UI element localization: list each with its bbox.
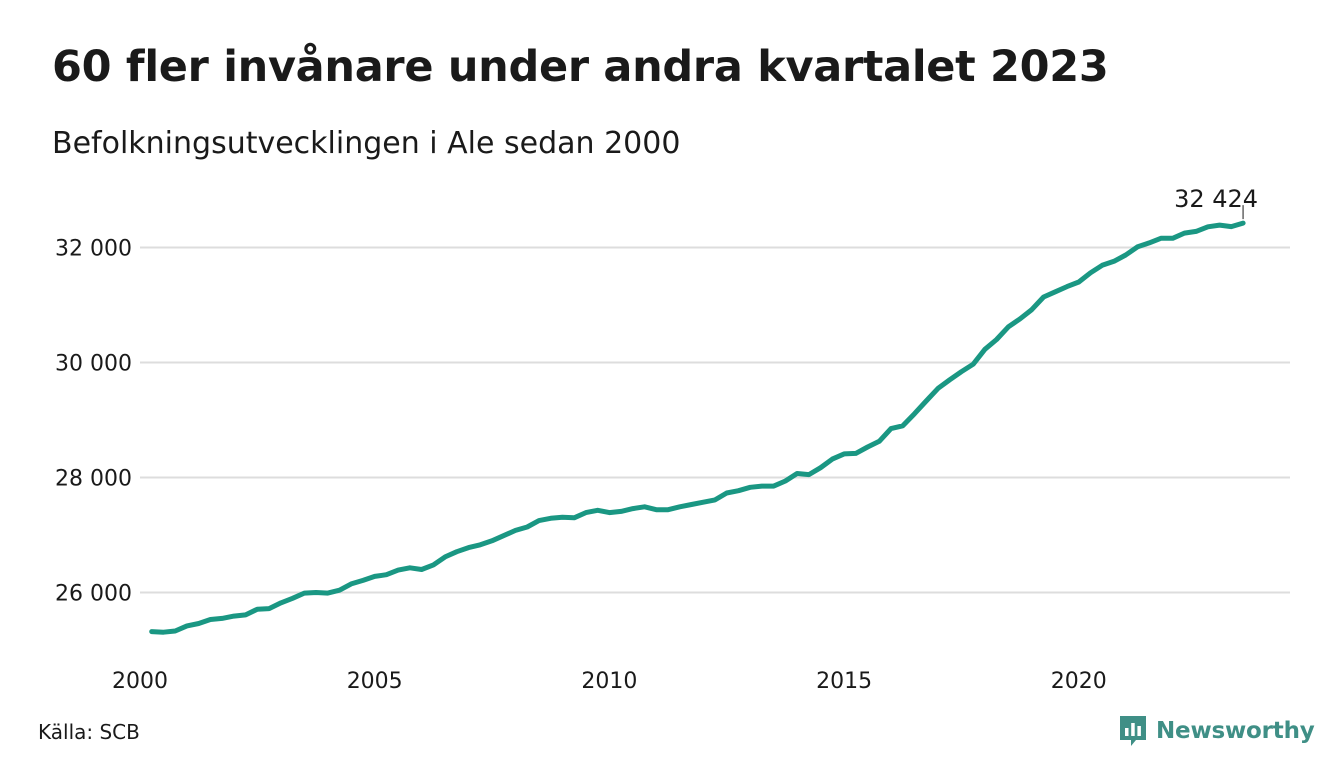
brand-name: Newsworthy xyxy=(1156,718,1315,744)
source-note: Källa: SCB xyxy=(38,720,140,744)
population-series-line xyxy=(149,220,1246,635)
newsworthy-logo: Newsworthy xyxy=(1118,714,1315,748)
chart-title: 60 fler invånare under andra kvartalet 2… xyxy=(52,42,1109,92)
x-tick-label: 2000 xyxy=(112,669,168,694)
end-value-label: 32 424 xyxy=(1174,185,1258,213)
gridlines xyxy=(140,246,1290,594)
x-tick-label: 2005 xyxy=(347,669,403,694)
y-tick-label: 32 000 xyxy=(55,237,132,262)
chart-subtitle: Befolkningsutvecklingen i Ale sedan 2000 xyxy=(52,126,681,161)
bar-chart-logo-icon xyxy=(1120,716,1146,746)
y-axis-tick-labels: 26 000 28 000 30 000 32 000 xyxy=(55,237,132,607)
x-axis-tick-labels: 2000 2005 2010 2015 2020 xyxy=(112,669,1107,694)
x-tick-label: 2020 xyxy=(1051,669,1107,694)
y-tick-label: 30 000 xyxy=(55,352,132,377)
x-tick-label: 2010 xyxy=(581,669,637,694)
y-tick-label: 28 000 xyxy=(55,467,132,492)
x-tick-label: 2015 xyxy=(816,669,872,694)
y-tick-label: 26 000 xyxy=(55,582,132,607)
